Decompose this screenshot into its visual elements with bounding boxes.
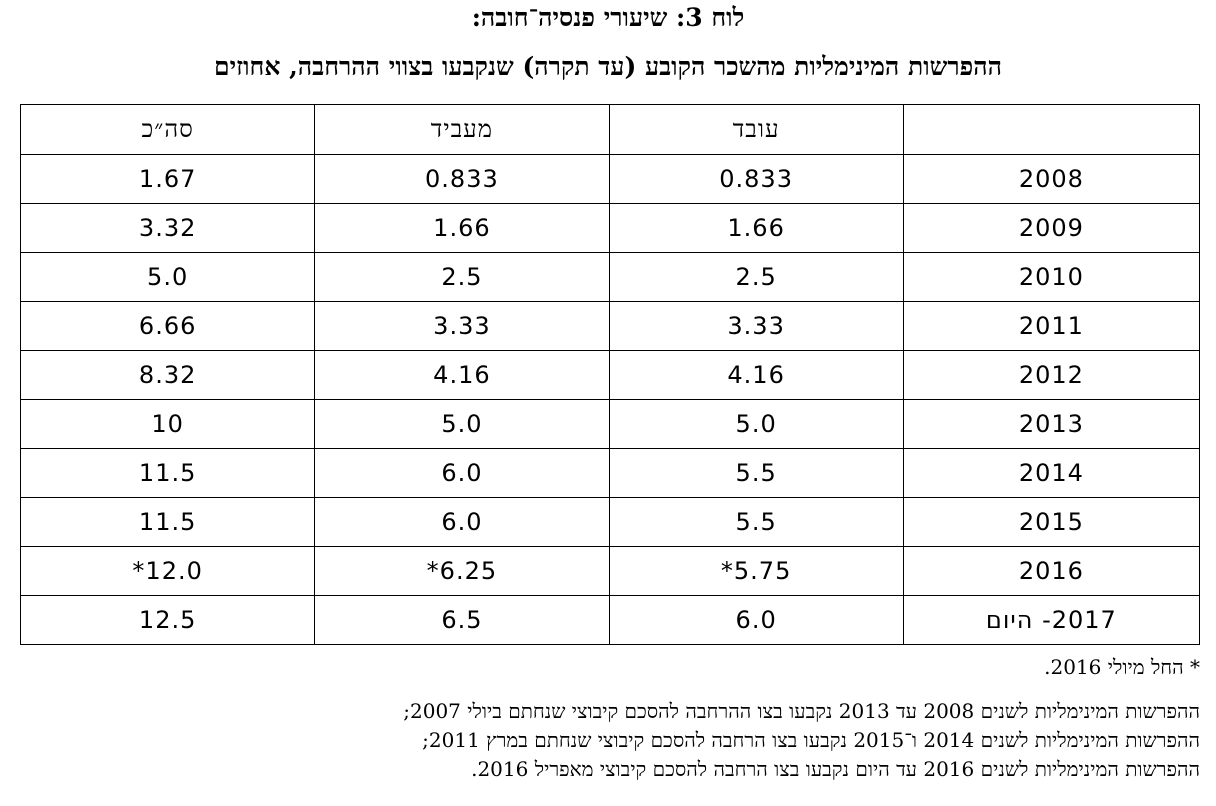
footnote-star: * החל מיולי 2016. xyxy=(1044,655,1200,679)
cell-year: 2008 xyxy=(902,154,1201,204)
cell-total: 11.5 xyxy=(19,497,316,547)
cell-year: 2010 xyxy=(902,252,1201,302)
table-row: 2011 3.33 3.33 6.66 xyxy=(19,301,1201,351)
cell-year: 2017- היום xyxy=(902,595,1201,645)
cell-employer: 5.0 xyxy=(314,399,610,449)
table-header-row: עובד מעביד סה״כ xyxy=(19,104,1201,155)
table-row: 2012 4.16 4.16 8.32 xyxy=(19,350,1201,400)
source-note-1: ההפרשות המינימליות לשנים 2008 עד 2013 נק… xyxy=(403,699,1200,723)
cell-employer: 6.25* xyxy=(314,546,610,596)
table-row: 2017- היום 6.0 6.5 12.5 xyxy=(19,595,1201,645)
header-total: סה״כ xyxy=(19,104,316,155)
cell-worker: 6.0 xyxy=(608,595,904,645)
cell-year: 2016 xyxy=(902,546,1201,596)
cell-employer: 6.5 xyxy=(314,595,610,645)
cell-total: 3.32 xyxy=(19,203,316,253)
cell-total: 12.0* xyxy=(19,546,316,596)
table-row: 2008 0.833 0.833 1.67 xyxy=(19,154,1201,204)
cell-employer: 4.16 xyxy=(314,350,610,400)
cell-worker: 2.5 xyxy=(608,252,904,302)
cell-year: 2012 xyxy=(902,350,1201,400)
header-year xyxy=(902,104,1201,155)
cell-employer: 6.0 xyxy=(314,497,610,547)
table-row: 2015 5.5 6.0 11.5 xyxy=(19,497,1201,547)
table-row: 2010 2.5 2.5 5.0 xyxy=(19,252,1201,302)
table-subtitle: ההפרשות המינימליות מהשכר הקובע (עד תקרה)… xyxy=(214,52,1002,81)
cell-total: 12.5 xyxy=(19,595,316,645)
cell-year: 2011 xyxy=(902,301,1201,351)
cell-total: 8.32 xyxy=(19,350,316,400)
cell-worker: 5.0 xyxy=(608,399,904,449)
cell-employer: 3.33 xyxy=(314,301,610,351)
cell-worker: 1.66 xyxy=(608,203,904,253)
cell-year: 2009 xyxy=(902,203,1201,253)
cell-worker: 5.5 xyxy=(608,497,904,547)
header-worker: עובד xyxy=(608,104,904,155)
table-row: 2014 5.5 6.0 11.5 xyxy=(19,448,1201,498)
cell-employer: 6.0 xyxy=(314,448,610,498)
cell-total: 11.5 xyxy=(19,448,316,498)
pension-rates-table: עובד מעביד סה״כ 2008 0.833 0.833 1.67 20… xyxy=(19,104,1201,645)
cell-worker: 5.5 xyxy=(608,448,904,498)
table-row: 2009 1.66 1.66 3.32 xyxy=(19,203,1201,253)
cell-year: 2015 xyxy=(902,497,1201,547)
header-employer: מעביד xyxy=(314,104,610,155)
cell-worker: 4.16 xyxy=(608,350,904,400)
cell-employer: 1.66 xyxy=(314,203,610,253)
cell-worker: 5.75* xyxy=(608,546,904,596)
table-title: לוח 3: שיעורי פנסיה־חובה: xyxy=(471,3,745,32)
source-note-3: ההפרשות המינימליות לשנים 2016 עד היום נק… xyxy=(471,757,1200,781)
cell-total: 6.66 xyxy=(19,301,316,351)
cell-worker: 0.833 xyxy=(608,154,904,204)
cell-total: 1.67 xyxy=(19,154,316,204)
cell-worker: 3.33 xyxy=(608,301,904,351)
cell-year: 2013 xyxy=(902,399,1201,449)
cell-employer: 2.5 xyxy=(314,252,610,302)
cell-total: 10 xyxy=(19,399,316,449)
cell-year: 2014 xyxy=(902,448,1201,498)
source-note-2: ההפרשות המינימליות לשנים 2014 ו־2015 נקב… xyxy=(422,728,1200,752)
cell-employer: 0.833 xyxy=(314,154,610,204)
cell-total: 5.0 xyxy=(19,252,316,302)
table-row: 2013 5.0 5.0 10 xyxy=(19,399,1201,449)
table-row: 2016 5.75* 6.25* 12.0* xyxy=(19,546,1201,596)
